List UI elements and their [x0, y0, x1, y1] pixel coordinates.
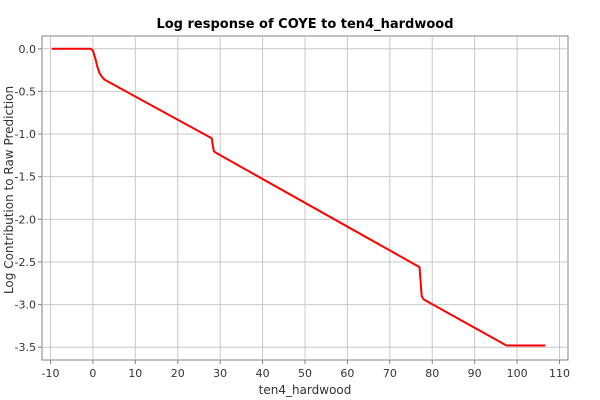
y-tick-label: -3.5	[15, 341, 36, 354]
y-tick-label: -1.5	[15, 171, 36, 184]
y-tick-label: -1.0	[15, 128, 36, 141]
x-tick-label: 60	[340, 367, 354, 380]
tick-layer: -10 0 10 20 30 40 50 60 70 80 90 100 110 0.0 -0.5 -1.0 -…	[15, 43, 570, 380]
y-tick-label: -3.0	[15, 299, 36, 312]
x-tick-label: 70	[383, 367, 397, 380]
x-tick-label: 20	[171, 367, 185, 380]
x-tick-label: 30	[213, 367, 227, 380]
x-axis-label: ten4_hardwood	[259, 383, 352, 397]
y-tick-label: 0.0	[19, 43, 37, 56]
x-tick-label: 40	[256, 367, 270, 380]
y-tick-label: -0.5	[15, 85, 36, 98]
chart-title: Log response of COYE to ten4_hardwood	[156, 17, 453, 32]
grid-layer	[42, 36, 568, 360]
x-tick-label: -10	[41, 367, 59, 380]
x-tick-label: 80	[425, 367, 439, 380]
series-layer	[51, 47, 546, 347]
y-axis-label: Log Contribution to Raw Prediction	[2, 86, 16, 294]
response-line	[51, 47, 546, 347]
x-tick-label: 10	[128, 367, 142, 380]
x-tick-label: 50	[298, 367, 312, 380]
x-tick-label: 100	[507, 367, 528, 380]
y-tick-label: -2.0	[15, 213, 36, 226]
x-tick-label: 0	[89, 367, 96, 380]
y-tick-label: -2.5	[15, 256, 36, 269]
x-tick-label: 110	[549, 367, 570, 380]
x-tick-label: 90	[468, 367, 482, 380]
